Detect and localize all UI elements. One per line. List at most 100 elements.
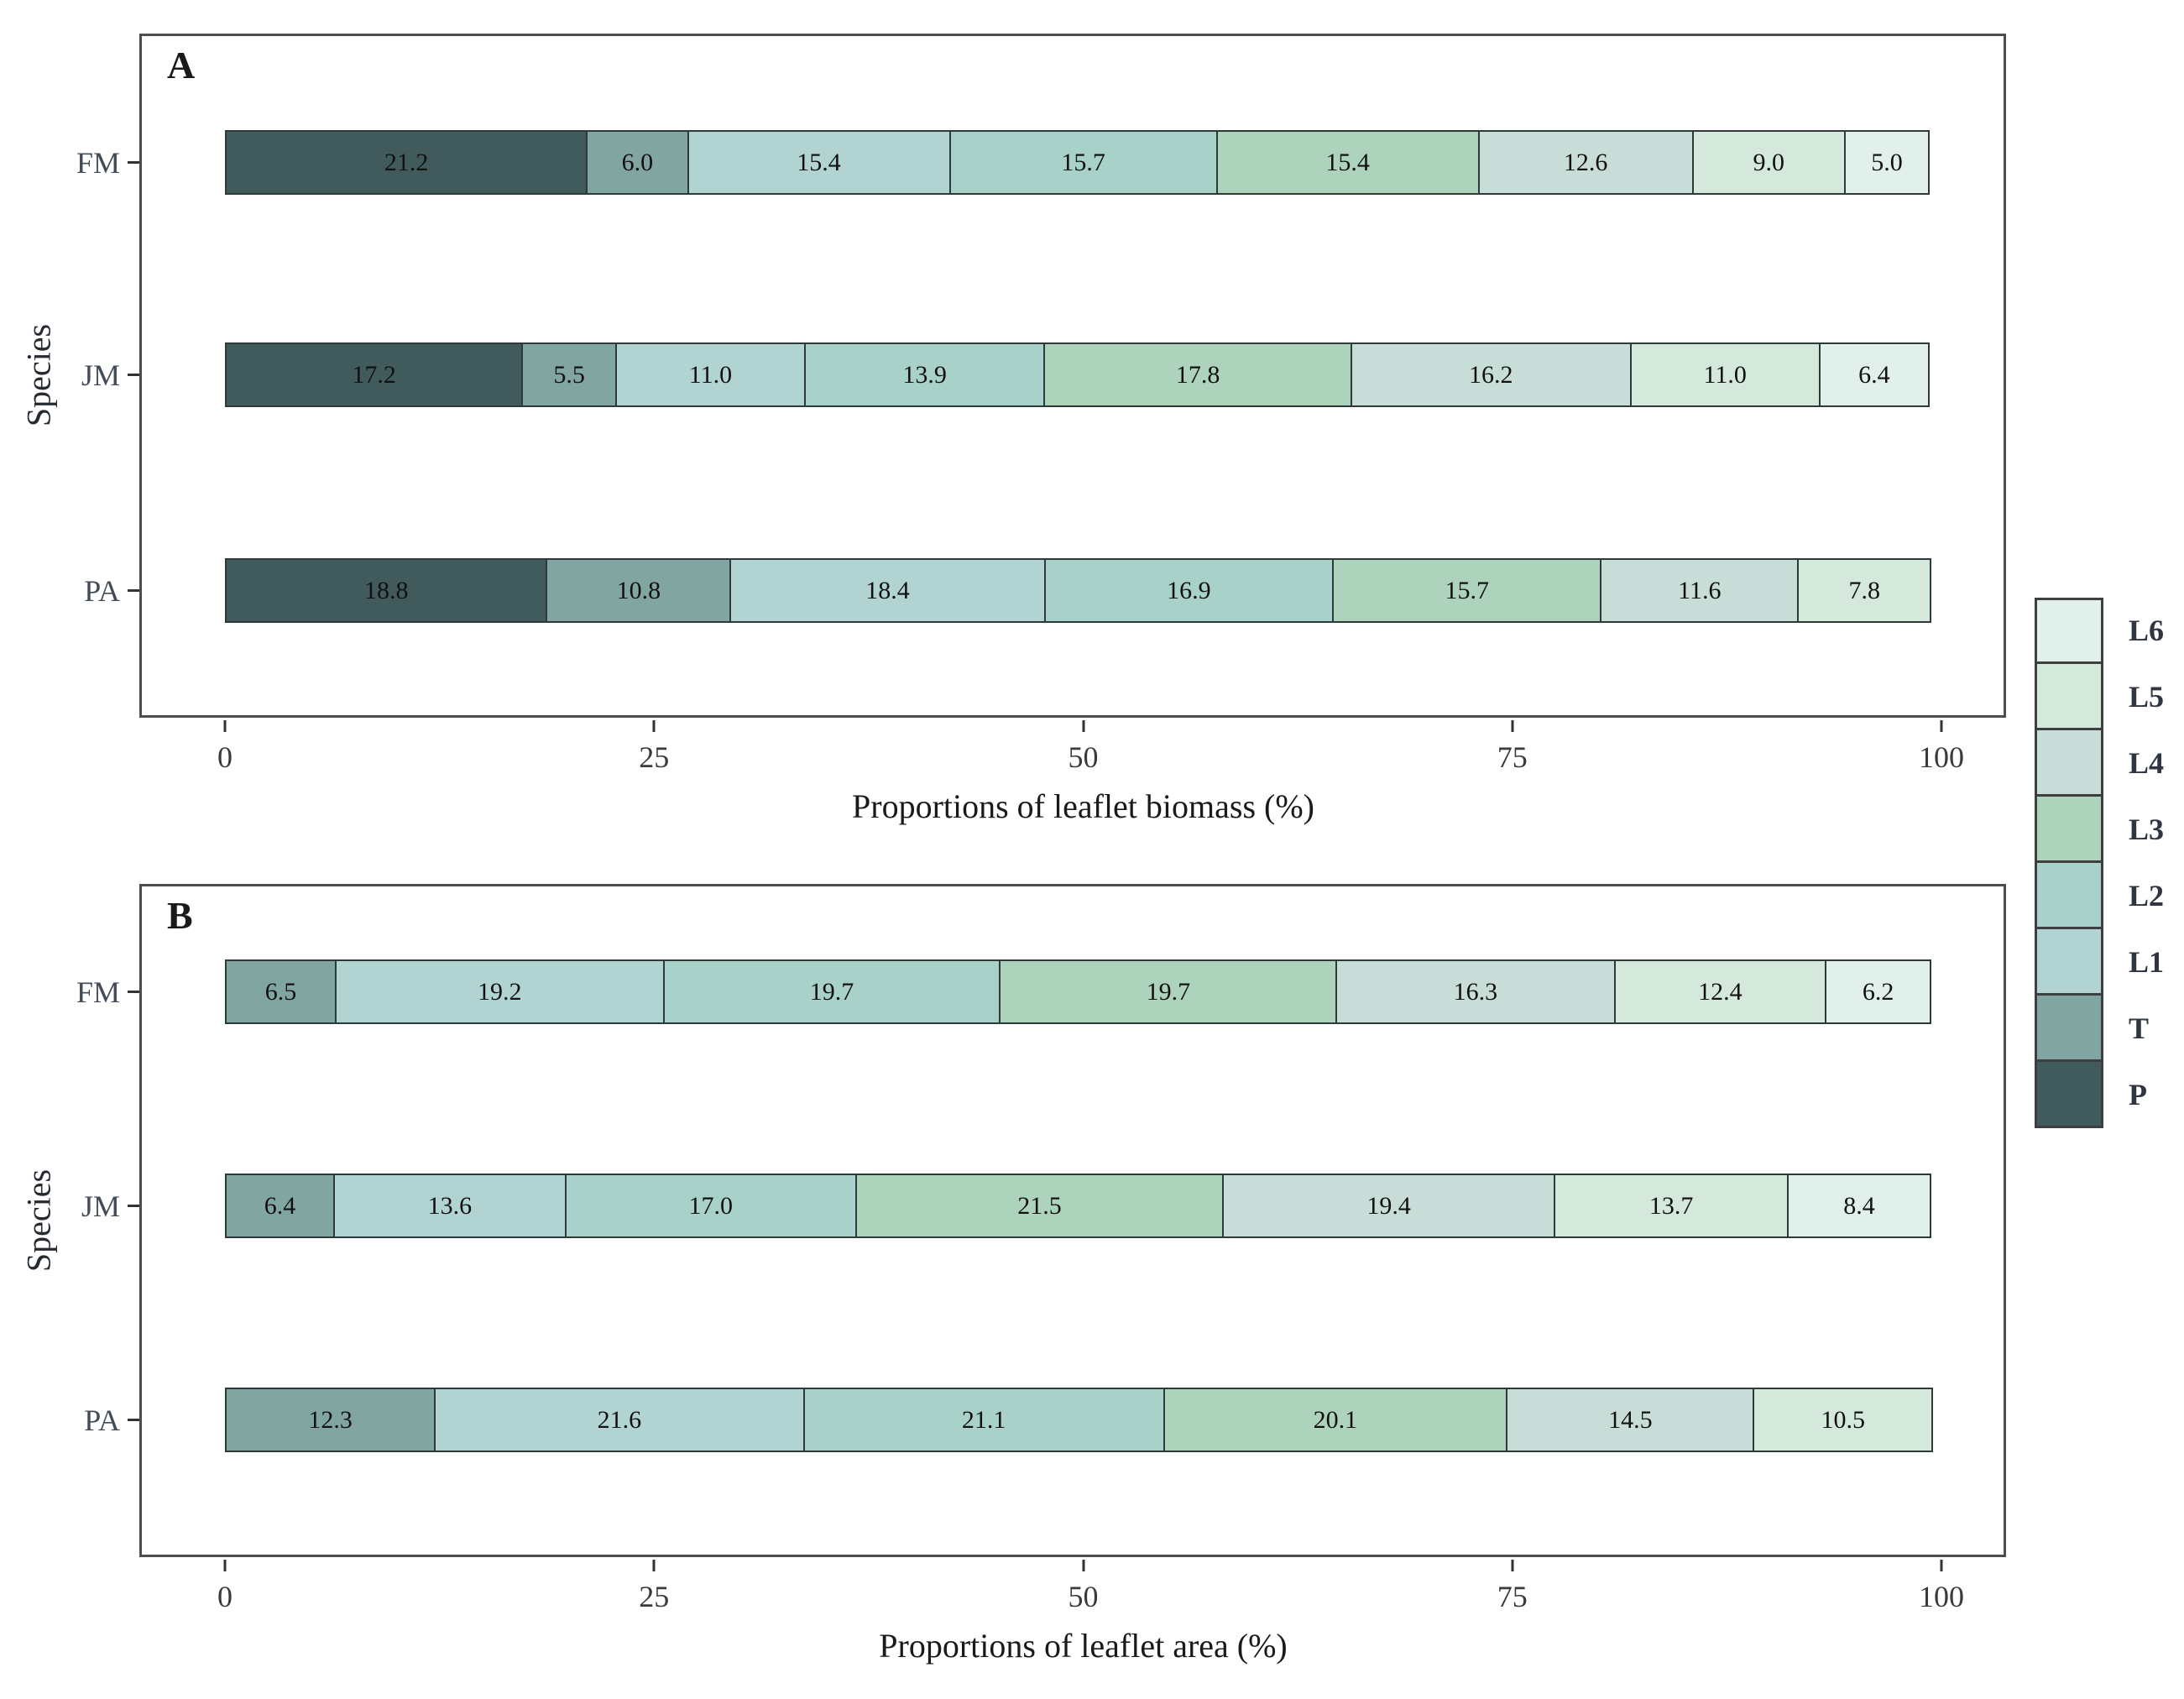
segment-value-label: 15.7 (1061, 148, 1105, 176)
x-tick-label-100: 100 (1919, 1580, 1964, 1613)
y-tick-label-JM: JM (81, 1189, 120, 1223)
legend-swatch-L4 (2035, 730, 2103, 797)
segment-value-label: 16.9 (1167, 576, 1211, 604)
stacked-bar-A-PA: 18.8 10.8 18.4 16.9 15.7 11.6 7.8 (225, 558, 1941, 623)
segment-value-label: 21.2 (384, 148, 429, 176)
segment-value-label: 5.5 (553, 360, 585, 389)
segment-value-label: 16.2 (1468, 360, 1513, 389)
segment-value-label: 20.1 (1313, 1405, 1358, 1434)
panel-a: A 21.2 6.0 15.4 15.7 15.4 12.6 9.0 5.0 17.2 5.5 11… (76, 34, 2006, 825)
stacked-bar-A-JM: 17.2 5.5 11.0 13.9 17.8 16.2 11.0 6.4 (225, 342, 1941, 407)
segment-value-label: 8.4 (1843, 1191, 1875, 1220)
segment-value-label: 6.5 (264, 977, 297, 1006)
segment-value-label: 21.1 (961, 1405, 1006, 1434)
segment-value-label: 7.8 (1848, 576, 1880, 604)
bar-segment-L4: 19.4 (1222, 1174, 1556, 1238)
bar-segment-P: 18.8 (225, 558, 548, 623)
panel-b-letter: B (167, 894, 193, 937)
x-tick-mark (1082, 1560, 1084, 1571)
segment-value-label: 17.0 (688, 1191, 734, 1220)
bar-segment-L6: 6.4 (1818, 342, 1930, 407)
y-tick-mark (128, 1419, 139, 1421)
segment-value-label: 14.5 (1608, 1405, 1653, 1434)
x-tick-label-25: 25 (639, 740, 670, 774)
y-tick-label-PA: PA (84, 574, 120, 608)
y-tick-mark (128, 1205, 139, 1207)
segment-value-label: 12.6 (1563, 148, 1608, 176)
x-tick-mark (652, 720, 656, 732)
x-tick-label-75: 75 (1497, 1580, 1528, 1613)
bar-segment-P: 21.2 (225, 130, 588, 195)
segment-value-label: 12.4 (1698, 977, 1742, 1006)
bar-segment-P: 17.2 (225, 342, 524, 407)
segment-value-label: 17.8 (1175, 360, 1220, 389)
bar-segment-L4: 16.3 (1335, 959, 1616, 1024)
bar-segment-L2: 16.9 (1043, 558, 1335, 623)
segment-value-label: 5.0 (1871, 148, 1903, 176)
bar-segment-L6: 8.4 (1787, 1174, 1931, 1238)
bar-segment-T: 6.0 (586, 130, 689, 195)
bar-segment-L4: 14.5 (1506, 1388, 1755, 1452)
segment-value-label: 17.2 (352, 360, 396, 389)
segment-value-label: 6.2 (1862, 977, 1894, 1006)
x-tick-label-50: 50 (1068, 740, 1099, 774)
bar-segment-L5: 11.0 (1629, 342, 1821, 407)
x-tick-mark (223, 720, 227, 732)
x-tick-label-100: 100 (1919, 740, 1964, 774)
bar-segment-L2: 19.7 (662, 959, 1001, 1024)
legend-label-L1: L1 (2129, 945, 2165, 979)
y-tick-label-FM: FM (76, 146, 120, 180)
x-tick-label-50: 50 (1068, 1580, 1099, 1613)
legend-label-L5: L5 (2129, 680, 2165, 714)
x-tick-label-0: 0 (217, 740, 233, 774)
x-axis-title-a: Proportions of leaflet biomass (%) (852, 787, 1314, 825)
bar-segment-L6: 6.2 (1825, 959, 1931, 1024)
bar-segment-L4: 11.6 (1600, 558, 1800, 623)
bar-segment-T: 5.5 (521, 342, 617, 407)
legend-swatch-T (2035, 996, 2103, 1062)
segment-value-label: 19.4 (1366, 1191, 1411, 1220)
bar-segment-L3: 17.8 (1043, 342, 1352, 407)
segment-value-label: 18.8 (363, 576, 409, 604)
bar-segment-L4: 12.6 (1477, 130, 1694, 195)
segment-value-label: 15.4 (797, 148, 841, 176)
segment-value-label: 15.4 (1325, 148, 1370, 176)
y-tick-label-FM: FM (76, 975, 120, 1009)
x-tick-label-75: 75 (1497, 740, 1528, 774)
y-tick-label-PA: PA (84, 1404, 120, 1437)
segment-value-label: 18.4 (865, 576, 910, 604)
bar-segment-L5: 9.0 (1691, 130, 1846, 195)
legend-label-L6: L6 (2129, 614, 2165, 647)
bar-segment-L1: 13.6 (332, 1174, 567, 1238)
segment-value-label: 21.6 (597, 1405, 642, 1434)
y-tick-mark (128, 589, 139, 592)
stacked-bar-A-FM: 21.2 6.0 15.4 15.7 15.4 12.6 9.0 5.0 (225, 130, 1941, 195)
bar-segment-L2: 15.7 (948, 130, 1218, 195)
legend-label-L3: L3 (2129, 813, 2165, 846)
x-axis-title-b: Proportions of leaflet area (%) (879, 1627, 1288, 1665)
legend-swatch-L3 (2035, 797, 2103, 863)
y-axis-title-a: Species (19, 323, 58, 427)
x-tick-mark (223, 1560, 227, 1571)
segment-value-label: 6.0 (621, 148, 654, 176)
x-tick-mark (652, 1560, 656, 1571)
segment-value-label: 11.0 (688, 360, 733, 389)
segment-value-label: 13.7 (1648, 1191, 1694, 1220)
bar-segment-L3: 15.7 (1332, 558, 1602, 623)
segment-value-label: 15.7 (1445, 576, 1489, 604)
bar-segment-L3: 21.5 (854, 1174, 1225, 1238)
bar-segment-L1: 21.6 (434, 1388, 805, 1452)
legend-label-P: P (2129, 1078, 2147, 1111)
bar-segment-L5: 7.8 (1797, 558, 1931, 623)
x-tick-label-25: 25 (639, 1580, 670, 1613)
bar-segment-L1: 15.4 (687, 130, 951, 195)
legend-swatch-L5 (2035, 664, 2103, 730)
segment-value-label: 21.5 (1017, 1191, 1062, 1220)
bar-segment-L5: 12.4 (1613, 959, 1827, 1024)
segment-value-label: 10.5 (1821, 1405, 1865, 1434)
y-tick-mark (128, 374, 139, 376)
bar-segment-T: 12.3 (225, 1388, 436, 1452)
bar-segment-L5: 10.5 (1753, 1388, 1933, 1452)
panel-a-letter: A (167, 44, 196, 86)
